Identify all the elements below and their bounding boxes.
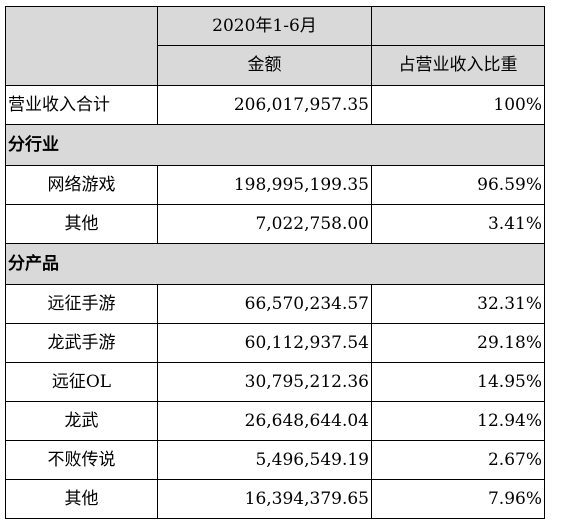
section-row-industry: 分行业 (5, 124, 545, 166)
row-label: 远征OL (5, 362, 158, 402)
table-row: 远征OL 30,795,212.36 14.95% (5, 362, 545, 402)
row-share: 2.67% (371, 440, 545, 480)
table-row: 龙武手游 60,112,937.54 29.18% (5, 323, 545, 363)
row-label: 龙武 (5, 401, 158, 441)
row-share: 7.96% (371, 479, 545, 519)
table-row: 龙武 26,648,644.04 12.94% (5, 401, 545, 441)
row-amount: 30,795,212.36 (157, 362, 372, 402)
header-amount: 金额 (157, 45, 372, 86)
section-title-industry: 分行业 (5, 124, 545, 166)
row-share: 32.31% (371, 284, 545, 324)
header-period-blank (371, 6, 545, 46)
header-row-columns: 金额 占营业收入比重 (6, 45, 545, 86)
row-label: 其他 (5, 479, 158, 519)
section-row-product: 分产品 (5, 243, 545, 285)
row-share: 12.94% (371, 401, 545, 441)
row-amount: 66,570,234.57 (157, 284, 372, 324)
section-title-product: 分产品 (5, 243, 545, 285)
table-row: 远征手游 66,570,234.57 32.31% (5, 284, 545, 324)
row-amount: 26,648,644.04 (157, 401, 372, 441)
row-amount: 16,394,379.65 (157, 479, 372, 519)
table-row: 其他 7,022,758.00 3.41% (5, 204, 545, 244)
row-share: 96.59% (371, 165, 545, 205)
header-share: 占营业收入比重 (371, 45, 545, 86)
revenue-breakdown-table: 2020年1-6月 金额 占营业收入比重 营业收入合计 206,017,957.… (5, 6, 545, 519)
row-amount: 7,022,758.00 (157, 204, 372, 244)
row-amount: 5,496,549.19 (157, 440, 372, 480)
row-share: 3.41% (371, 204, 545, 244)
table-row: 其他 16,394,379.65 7.96% (5, 479, 545, 519)
row-label: 龙武手游 (5, 323, 158, 363)
header-period: 2020年1-6月 (157, 6, 372, 46)
row-amount: 198,995,199.35 (157, 165, 372, 205)
row-share: 14.95% (371, 362, 545, 402)
header-corner-cell (5, 6, 158, 86)
table-row: 网络游戏 198,995,199.35 96.59% (5, 165, 545, 205)
row-label: 网络游戏 (5, 165, 158, 205)
row-label: 营业收入合计 (5, 85, 158, 125)
table-row-total: 营业收入合计 206,017,957.35 100% (5, 85, 545, 125)
row-label: 其他 (5, 204, 158, 244)
row-share: 100% (371, 85, 545, 125)
row-share: 29.18% (371, 323, 545, 363)
table-row: 不败传说 5,496,549.19 2.67% (5, 440, 545, 480)
row-amount: 206,017,957.35 (157, 85, 372, 125)
row-label: 远征手游 (5, 284, 158, 324)
row-amount: 60,112,937.54 (157, 323, 372, 363)
row-label: 不败传说 (5, 440, 158, 480)
header-row-period: 2020年1-6月 (5, 6, 545, 86)
